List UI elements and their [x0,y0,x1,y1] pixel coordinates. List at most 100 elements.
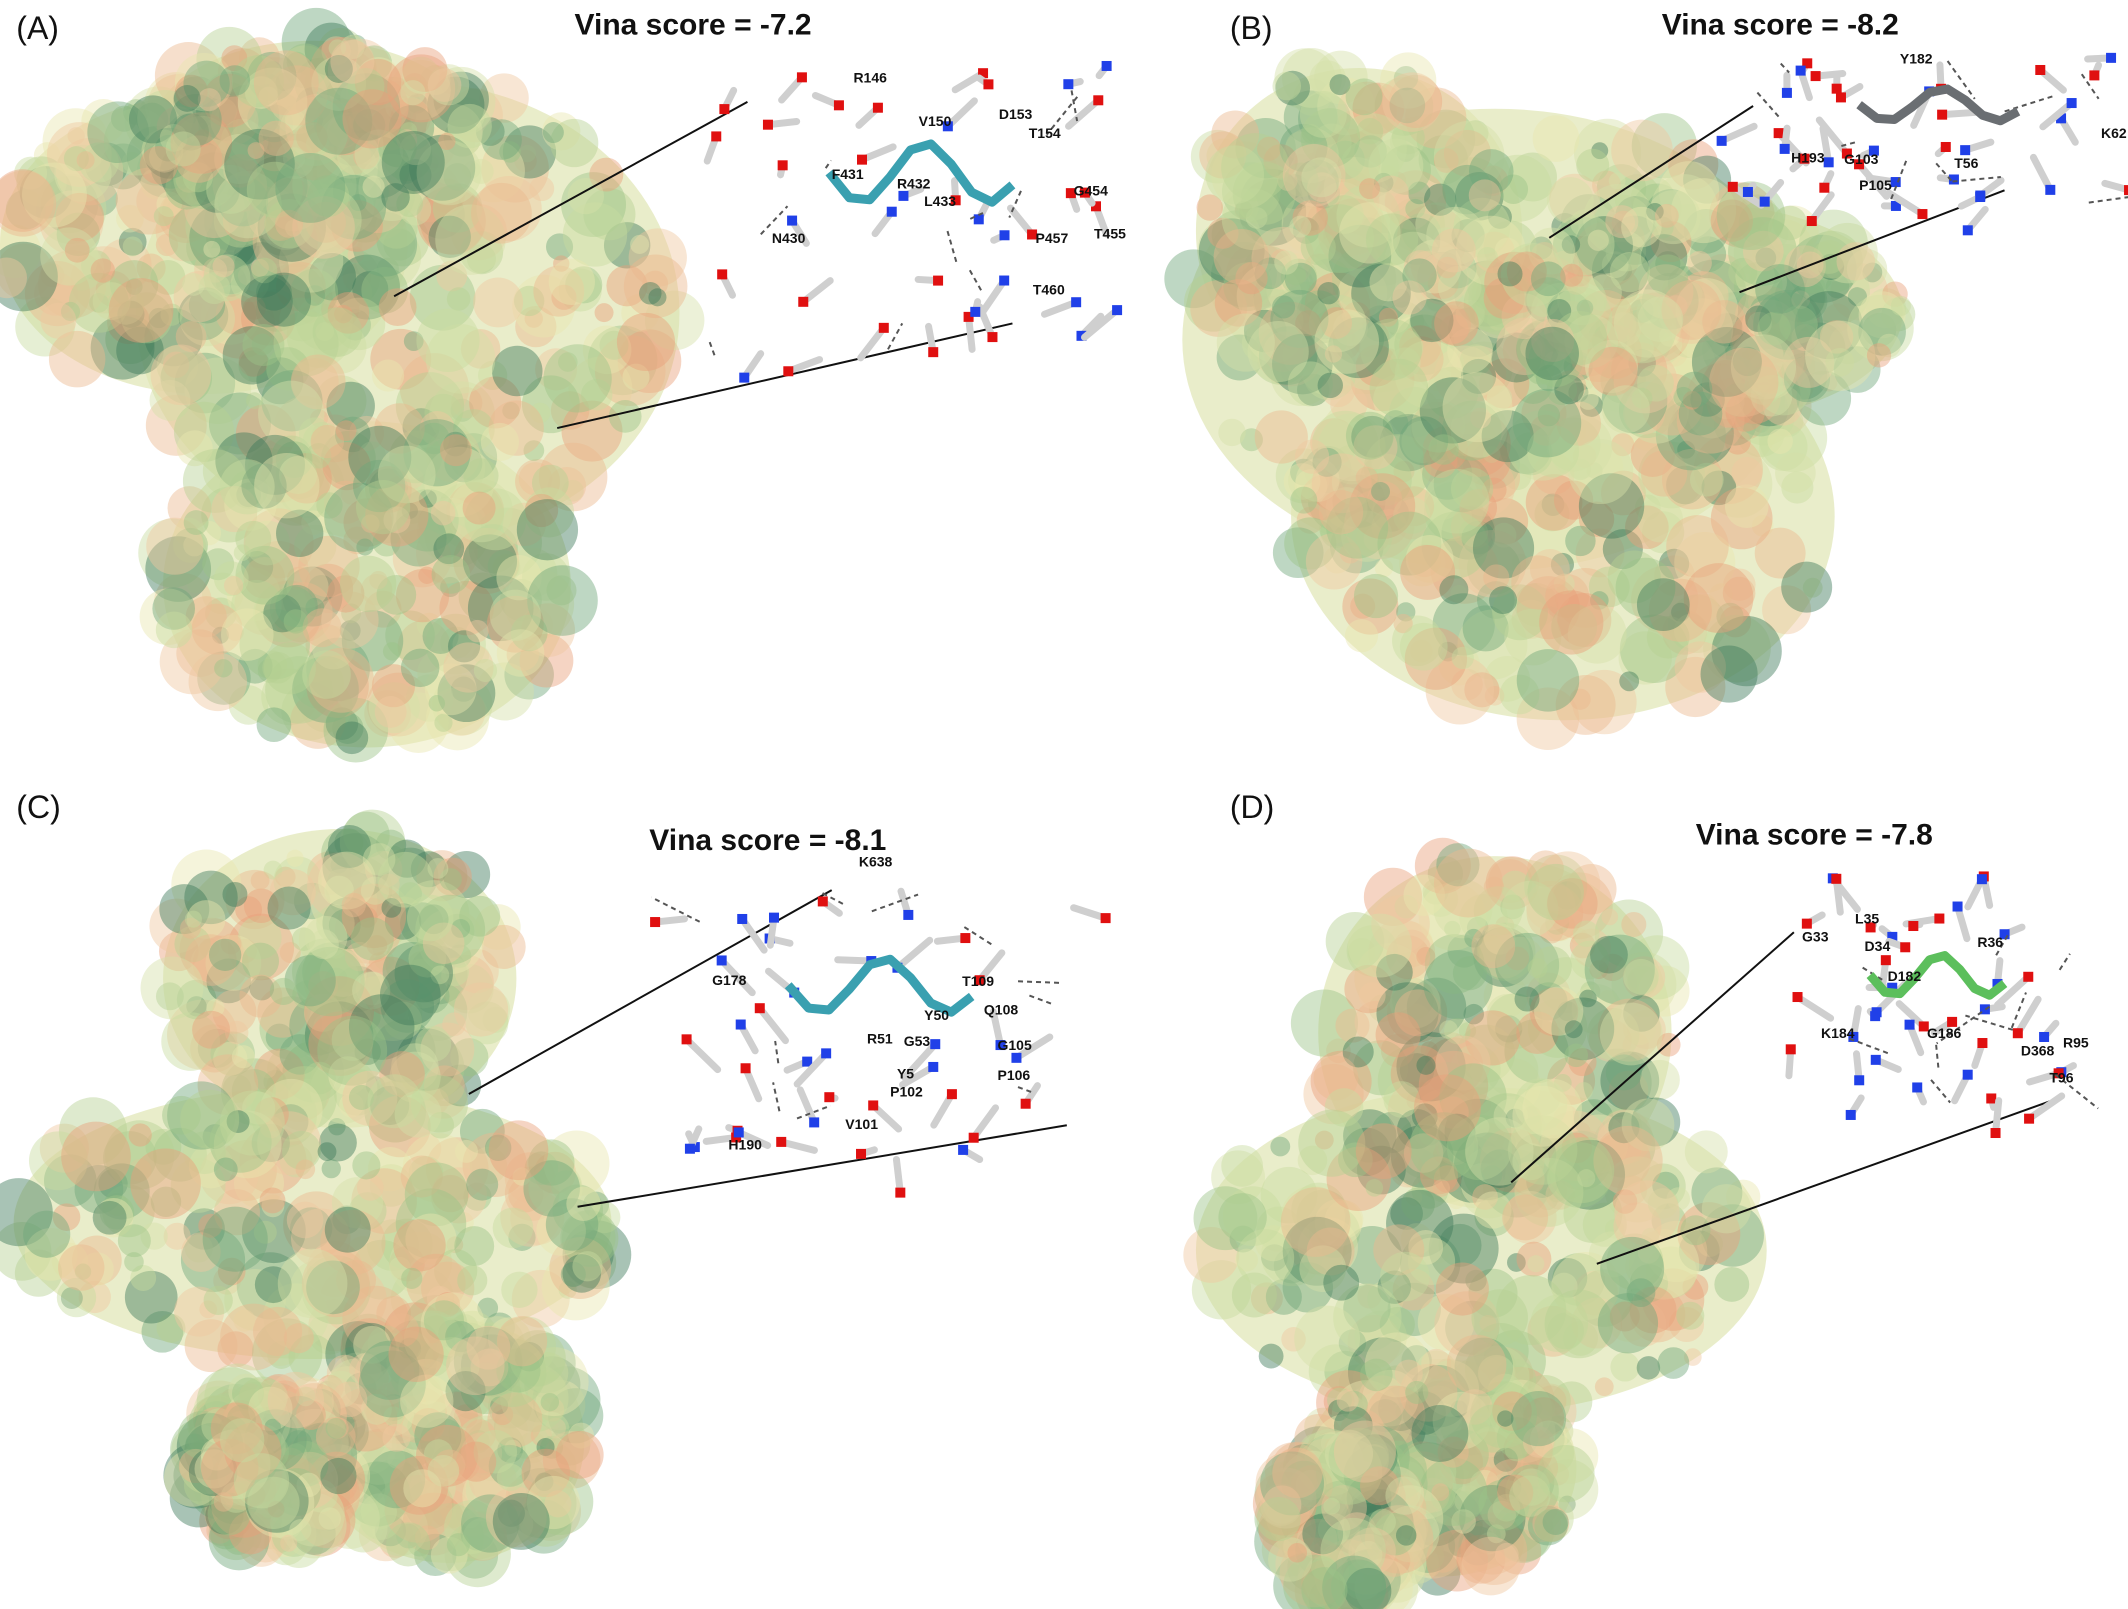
surface-patch [205,935,262,991]
surface-patch [261,1085,292,1116]
surface-patch [433,857,472,897]
surface-patch [1532,115,1580,162]
surface-patch [209,1110,272,1173]
surface-patch [426,1285,453,1312]
surface-patch [1328,224,1392,288]
surface-patch [1619,614,1689,683]
surface-patch [608,400,642,433]
surface-patch [370,1085,410,1126]
surface-patch [1431,228,1476,273]
atom [1779,143,1790,154]
surface-patch [285,219,303,237]
atom [1027,229,1038,240]
surface-patch [462,1517,505,1561]
surface-patch [121,292,173,344]
surface-patch [1305,533,1363,590]
surface-patch [246,188,300,242]
surface-patch [313,1398,366,1451]
surface-patch [247,1495,275,1523]
surface-patch [429,381,495,447]
surface-patch [307,574,335,602]
surface-patch [204,1488,254,1538]
surface-patch [360,1340,420,1400]
surface-patch [159,884,210,935]
surface-patch [341,892,366,918]
surface-patch [518,144,537,163]
surface-patch [262,652,294,684]
surface-patch [454,1366,478,1390]
surface-patch [368,1095,431,1158]
atom [1845,1109,1856,1120]
atom [2045,184,2056,195]
surface-patch [1330,330,1360,360]
surface-patch [259,198,312,250]
surface-patch [394,1090,442,1138]
surface-patch [306,96,324,114]
surface-patch [1320,307,1353,339]
surface-patch [343,811,390,859]
surface-patch [1755,335,1816,396]
surface-patch [261,177,318,234]
surface-patch [1460,358,1497,395]
surface-patch [424,1439,454,1469]
surface-patch [466,1168,499,1201]
surface-patch [1418,135,1469,185]
surface-patch [1882,281,1908,308]
surface-patch [1589,591,1609,610]
surface-patch [213,1110,282,1179]
surface-patch [422,922,465,965]
surface-patch [281,1383,347,1449]
surface-patch [484,1331,530,1377]
surface-patch [196,520,222,546]
surface-patch [344,941,375,972]
surface-patch [215,1397,276,1458]
surface-patch [492,1207,534,1249]
surface-patch [1294,131,1360,197]
surface-patch [1365,1179,1384,1197]
surface-patch [431,1174,470,1213]
surface-patch [419,1418,467,1465]
surface-patch [103,1131,157,1185]
surface-patch [1789,282,1828,321]
surface-patch [213,194,268,248]
surface-patch [290,1208,351,1268]
surface-patch [386,1337,437,1389]
surface-patch [1704,450,1773,518]
residue-stick [1819,125,1833,166]
surface-patch [1299,90,1347,138]
surface-patch [316,138,378,201]
atom [739,372,750,383]
atom [2012,1028,2023,1039]
surface-patch [225,123,285,183]
surface-patch [162,1095,201,1135]
surface-patch [277,1248,348,1319]
surface-patch [1688,274,1727,314]
surface-patch [174,352,236,414]
surface-patch [567,177,605,215]
surface-patch [1184,272,1243,332]
surface-patch [1293,78,1331,116]
surface-patch [488,400,544,456]
surface-patch [502,502,546,547]
surface-patch [529,1442,577,1490]
surface-patch [1211,141,1279,209]
atom [963,311,974,322]
surface-patch [117,300,145,328]
surface-patch [1646,190,1701,245]
surface-patch [286,302,352,368]
surface-patch [451,676,477,702]
surface-patch [340,1318,399,1376]
surface-patch [245,57,306,118]
surface-patch [316,1366,380,1429]
surface-patch [1626,334,1654,362]
surface-patch [236,1252,304,1320]
surface-patch [1258,1343,1284,1369]
surface-patch [1323,214,1367,258]
surface-patch [107,300,151,345]
surface-patch [466,1430,490,1454]
surface-patch [1571,235,1613,276]
surface-patch [298,535,360,598]
surface-patch [555,1430,604,1479]
surface-patch [1713,403,1757,446]
surface-patch [403,1310,462,1369]
